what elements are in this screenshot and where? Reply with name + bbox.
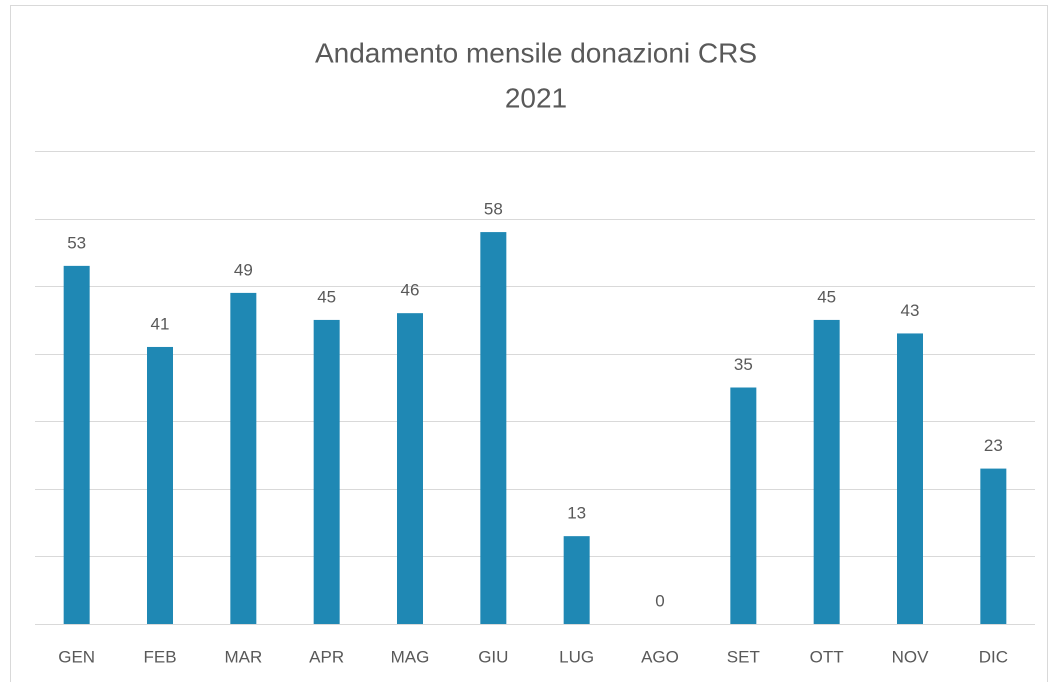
x-tick-label: GEN xyxy=(58,647,95,666)
bar xyxy=(313,319,340,624)
data-label: 13 xyxy=(567,504,586,523)
bar xyxy=(563,536,590,624)
chart-title: Andamento mensile donazioni CRS xyxy=(315,37,757,68)
x-tick-label: DIC xyxy=(979,647,1008,666)
x-tick-label: GIU xyxy=(478,647,508,666)
bar xyxy=(147,346,173,624)
chart-subtitle: 2021 xyxy=(505,82,567,113)
data-label: 45 xyxy=(317,287,336,306)
x-tick-label: APR xyxy=(309,647,344,666)
data-label: 23 xyxy=(984,436,1003,455)
data-label: 53 xyxy=(67,233,86,252)
data-label: 58 xyxy=(484,200,503,219)
data-label: 43 xyxy=(901,301,920,320)
x-tick-label: MAR xyxy=(224,647,262,666)
data-label: 49 xyxy=(234,260,253,279)
bar xyxy=(730,387,757,624)
x-tick-label: LUG xyxy=(559,647,594,666)
bar xyxy=(480,232,507,625)
data-label: 41 xyxy=(151,314,170,333)
x-tick-label: SET xyxy=(727,647,760,666)
x-tick-label: OTT xyxy=(810,647,844,666)
x-tick-label: FEB xyxy=(143,647,176,666)
data-label: 45 xyxy=(817,287,836,306)
data-label: 35 xyxy=(734,355,753,374)
bar xyxy=(63,265,90,624)
bar xyxy=(897,333,923,624)
bar xyxy=(813,319,840,624)
data-label: 0 xyxy=(655,591,664,610)
bar xyxy=(980,468,1007,624)
bar xyxy=(230,292,257,624)
x-tick-label: MAG xyxy=(391,647,430,666)
x-tick-label: NOV xyxy=(892,647,930,666)
x-tick-label: AGO xyxy=(641,647,679,666)
bar xyxy=(397,313,423,624)
chart-border xyxy=(10,5,1048,682)
data-label: 46 xyxy=(401,281,420,300)
